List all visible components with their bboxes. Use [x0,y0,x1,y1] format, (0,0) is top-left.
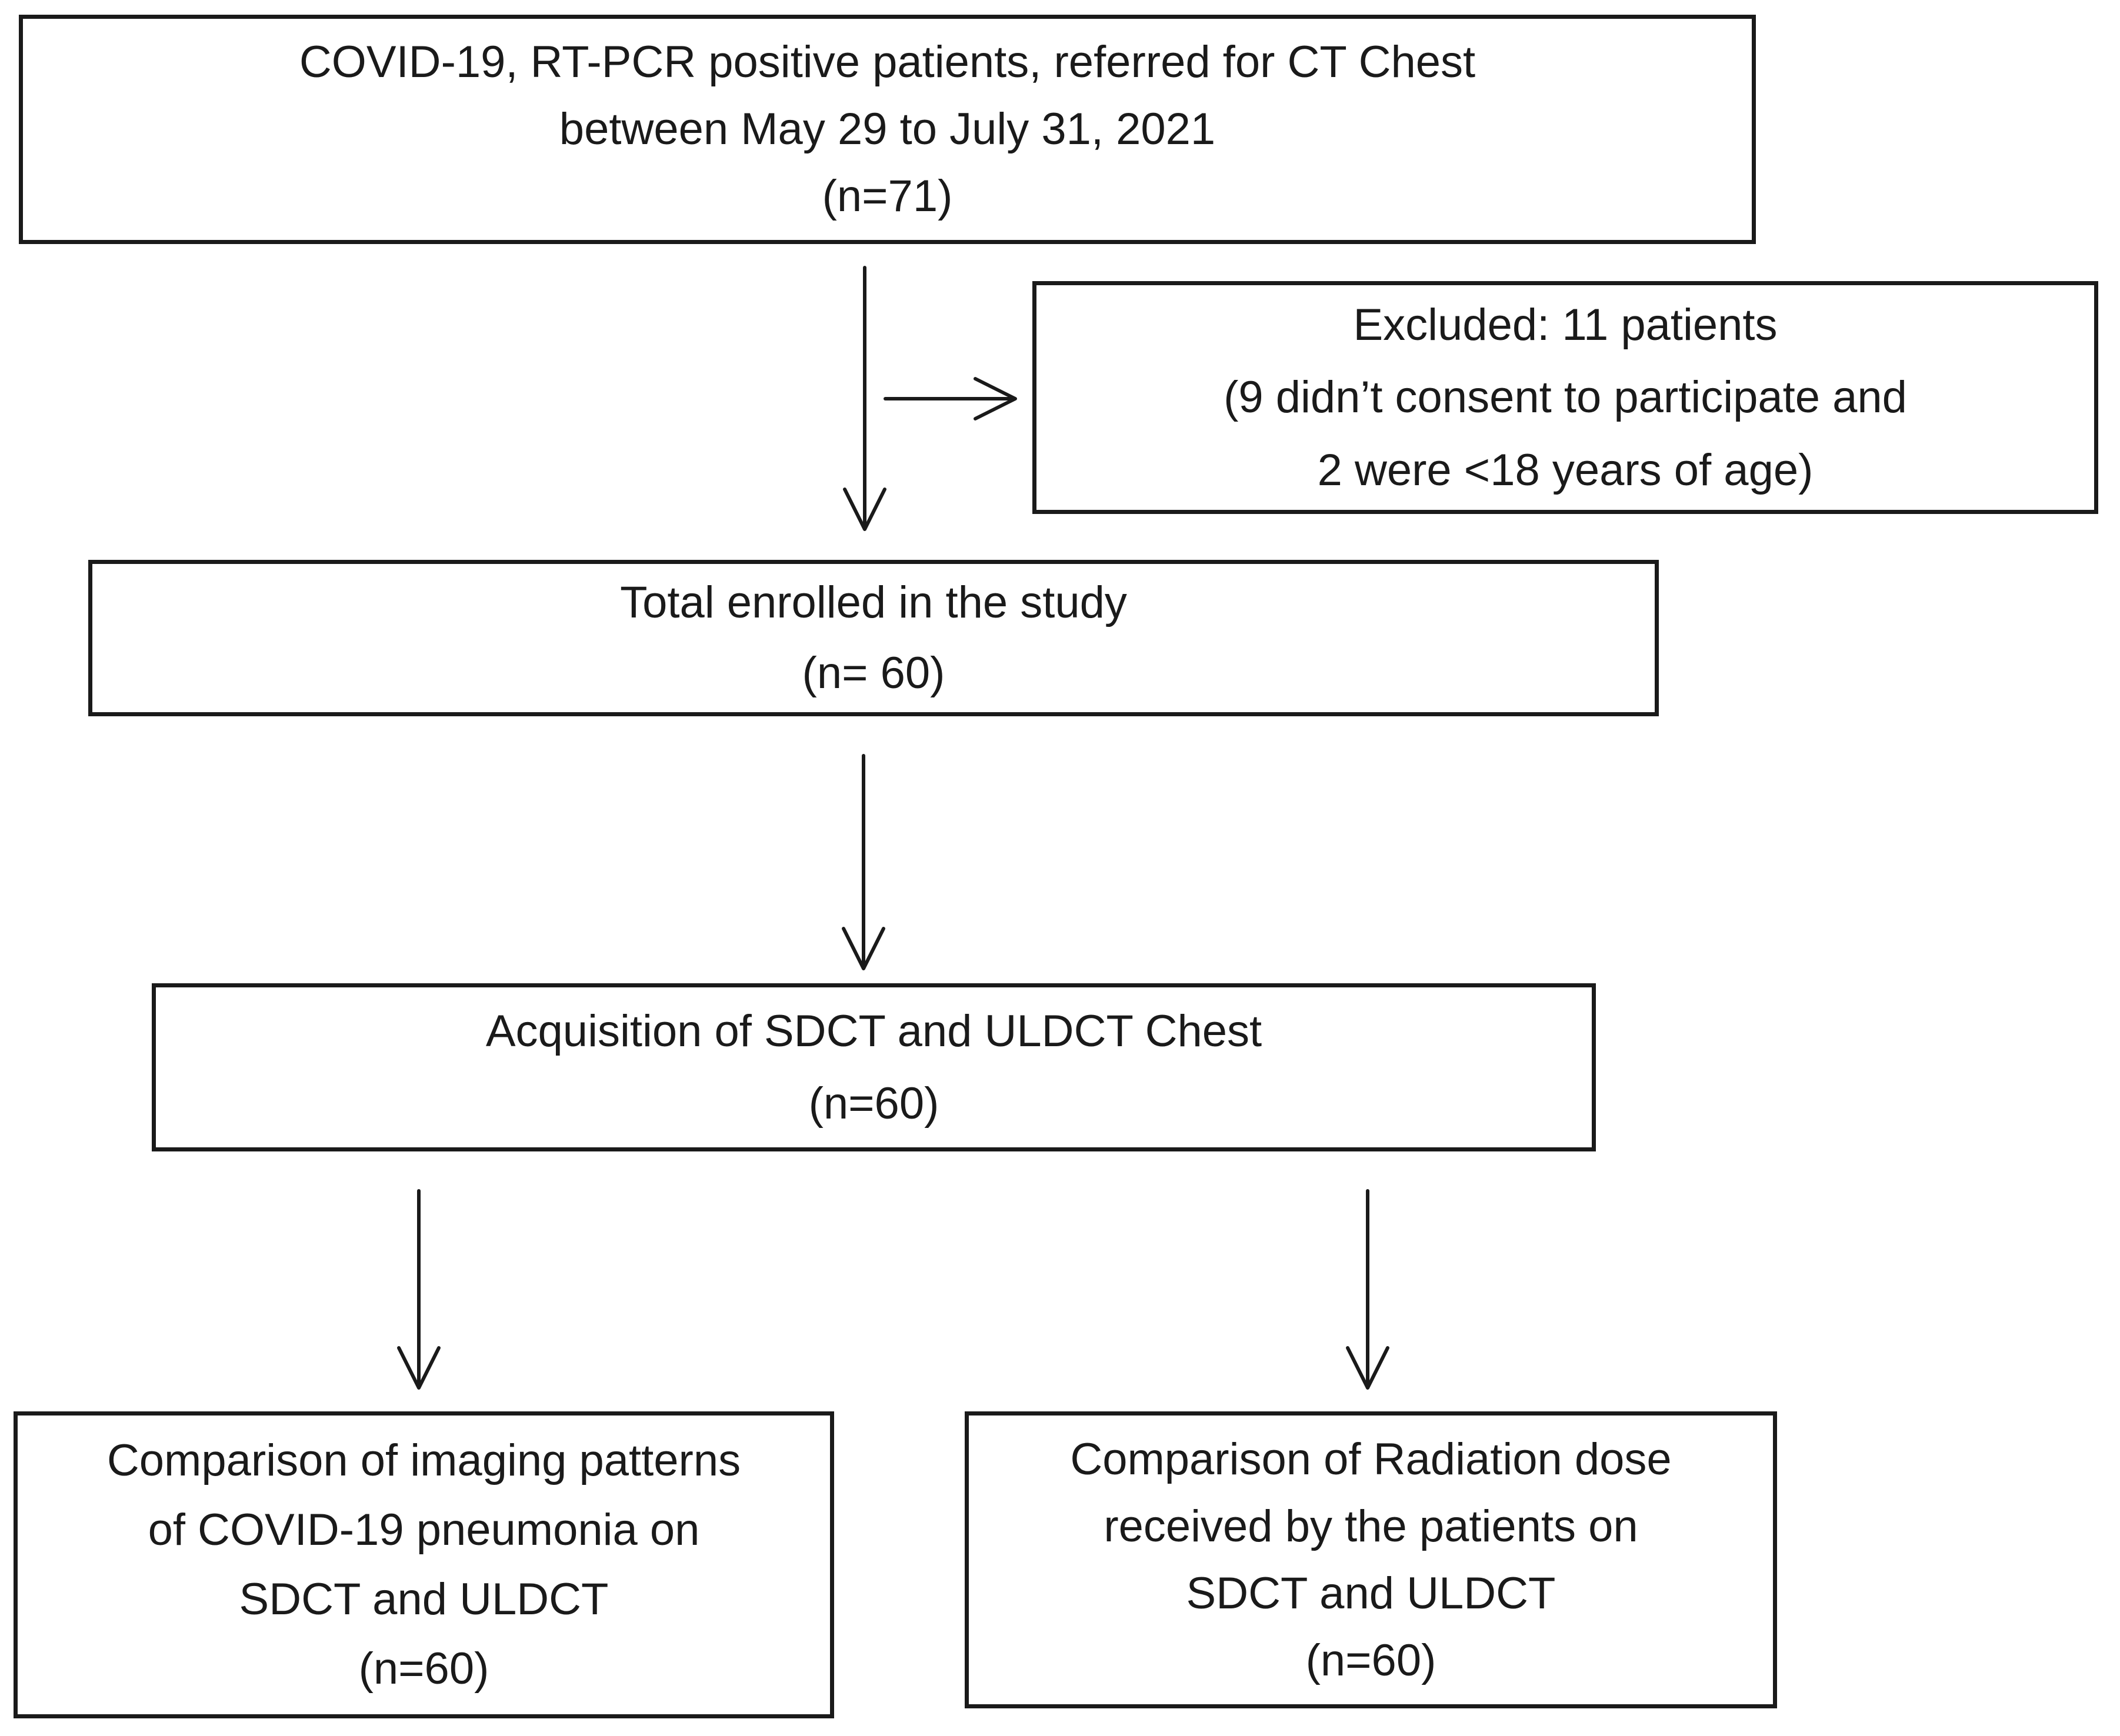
box-text-line: SDCT and ULDCT [1186,1568,1556,1618]
arrow-eligible-to-excluded [884,377,1017,420]
box-text-line: COVID-19, RT-PCR positive patients, refe… [299,37,1476,87]
box-excluded-patients: Excluded: 11 patients (9 didn’t consent … [1032,281,2098,514]
box-text-line: SDCT and ULDCT [239,1574,609,1624]
box-text-line: (n= 60) [802,648,945,698]
box-eligible-patients: COVID-19, RT-PCR positive patients, refe… [19,15,1756,244]
box-text-line: between May 29 to July 31, 2021 [559,104,1216,154]
box-text-line: Comparison of imaging patterns [106,1435,741,1486]
arrow-enrolled-to-acquisition [842,754,885,970]
box-imaging-patterns-comparison: Comparison of imaging patterns of COVID-… [14,1411,834,1718]
box-text-line: Excluded: 11 patients [1353,300,1778,350]
box-text-line: (9 didn’t consent to participate and [1224,372,1907,423]
box-text-line: (n=71) [822,171,953,221]
arrow-eligible-to-enrolled [843,266,886,531]
box-text-line: Acquisition of SDCT and ULDCT Chest [485,1006,1262,1056]
arrow-acquisition-to-imaging [397,1189,441,1390]
box-text-line: 2 were <18 years of age) [1317,445,1814,495]
box-text-line: (n=60) [358,1643,489,1694]
box-text-line: (n=60) [808,1079,939,1129]
box-text-line: Total enrolled in the study [620,577,1127,627]
box-total-enrolled: Total enrolled in the study (n= 60) [88,560,1659,716]
box-text-line: of COVID-19 pneumonia on [148,1505,700,1555]
box-acquisition-sdct-uldct: Acquisition of SDCT and ULDCT Chest (n=6… [152,983,1596,1151]
box-radiation-dose-comparison: Comparison of Radiation dose received by… [965,1411,1777,1708]
box-text-line: Comparison of Radiation dose [1070,1434,1672,1484]
box-text-line: (n=60) [1305,1635,1436,1685]
box-text-line: received by the patients on [1104,1501,1638,1551]
arrow-acquisition-to-radiation [1346,1189,1389,1390]
